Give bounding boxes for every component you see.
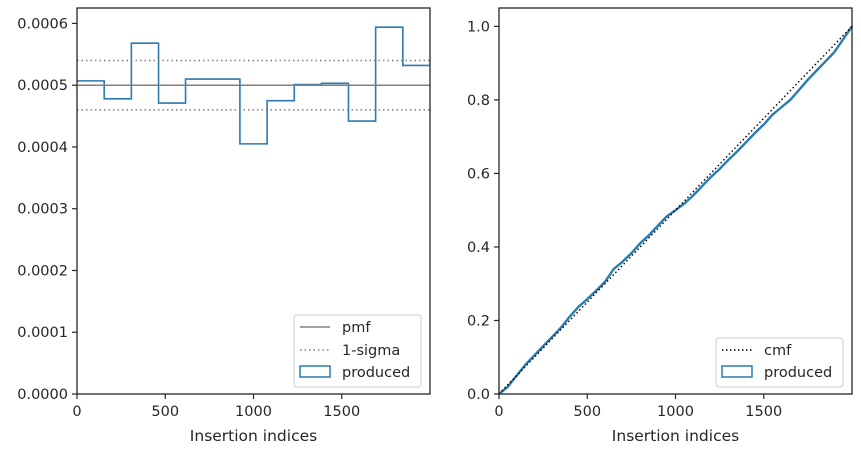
produced-point: [718, 168, 721, 170]
produced-point: [833, 51, 836, 53]
produced-point: [824, 60, 827, 63]
produced-point: [542, 345, 544, 348]
produced-point: [559, 327, 562, 329]
y-tick-label: 0.0005: [17, 78, 68, 94]
produced-point: [762, 123, 765, 126]
produced-point: [621, 260, 624, 263]
produced-point: [577, 306, 580, 308]
produced-point: [736, 150, 739, 153]
produced-point: [586, 298, 589, 300]
produced-point: [815, 69, 818, 72]
produced-point: [648, 234, 650, 236]
produced-point: [798, 89, 800, 91]
y-tick-label: 0.4: [467, 240, 490, 256]
y-tick-label: 0.0000: [17, 387, 68, 403]
legend-produced-swatch: [299, 365, 331, 378]
produced-point: [524, 363, 527, 366]
produced-point: [595, 289, 597, 292]
produced-point: [745, 141, 747, 143]
produced-point: [727, 159, 730, 161]
x-tick-label: 0: [72, 404, 81, 420]
y-axis: 0.0 0.2 0.4 0.6 0.8 1.0: [467, 19, 499, 403]
produced-point: [551, 336, 553, 338]
x-axis-label: Insertion indices: [612, 427, 739, 445]
legend-cmf-label: cmf: [764, 343, 792, 359]
produced-point: [701, 185, 703, 188]
x-tick-label: 1500: [323, 404, 360, 420]
produced-point: [568, 316, 571, 318]
legend-produced-swatch: [721, 365, 753, 378]
y-tick-label: 0.0001: [17, 325, 68, 341]
produced-step-line: [77, 26, 430, 145]
produced-point: [674, 209, 677, 211]
y-tick-label: 0.2: [467, 313, 490, 329]
produced-point: [842, 38, 844, 41]
produced-point: [612, 268, 615, 270]
produced-histogram: [77, 26, 430, 145]
legend-produced-label: produced: [764, 365, 832, 381]
y-tick-label: 0.0003: [17, 202, 68, 218]
produced-point: [604, 281, 606, 283]
legend-box: [293, 314, 422, 388]
legend-pmf-label: pmf: [342, 320, 371, 336]
produced-point: [683, 202, 686, 205]
legend-produced-label: produced: [342, 365, 410, 381]
produced-point: [533, 354, 536, 357]
x-axis: 0 500 1000 1500: [494, 394, 782, 420]
x-tick-label: 500: [151, 404, 179, 420]
produced-point: [771, 113, 774, 116]
histogram-panel: 0 500 1000 1500 0.00000.00010.00020.00030.0…: [17, 7, 431, 445]
y-tick-label: 0.0: [467, 387, 490, 403]
legend: cmf produced: [715, 337, 844, 388]
produced-point: [507, 385, 509, 388]
produced-point: [630, 252, 633, 255]
x-axis-label: Insertion indices: [190, 427, 317, 445]
y-tick-label: 0.6: [467, 166, 490, 182]
produced-point: [754, 132, 756, 134]
legend-sigma-label: 1-sigma: [342, 343, 400, 359]
x-tick-label: 1000: [235, 404, 272, 420]
legend-box: [715, 337, 844, 388]
produced-point: [692, 194, 694, 197]
y-tick-label: 0.0006: [17, 16, 68, 32]
produced-point: [780, 106, 783, 109]
x-tick-label: 1500: [745, 404, 782, 420]
y-tick-label: 0.0002: [17, 263, 68, 279]
produced-point: [789, 99, 792, 101]
y-axis: 0.0000 0.0001 0.0002 0.0003 0.0004 0.0005 0.00…: [17, 16, 77, 403]
legend: pmf 1-sigma produced: [293, 314, 422, 388]
x-tick-label: 1000: [657, 404, 694, 420]
y-tick-label: 1.0: [467, 19, 490, 35]
x-tick-label: 0: [494, 404, 503, 420]
produced-point: [665, 215, 668, 218]
produced-point: [710, 176, 712, 178]
cmf-line: [498, 25, 853, 395]
y-tick-label: 0.8: [467, 93, 490, 109]
produced-point: [807, 78, 809, 81]
cumulative-panel: 0 500 1000 1500 0.0 0.2 0.4 0.6 0.8 1.0 Insertio…: [467, 7, 853, 445]
x-tick-label: 500: [573, 404, 601, 420]
produced-point: [657, 224, 659, 227]
y-tick-label: 0.0004: [17, 140, 68, 156]
reference-lines: [77, 59, 430, 111]
cumulative-lines: [498, 25, 853, 395]
produced-point: [639, 242, 641, 245]
x-axis: 0 500 1000 1500: [72, 394, 360, 420]
